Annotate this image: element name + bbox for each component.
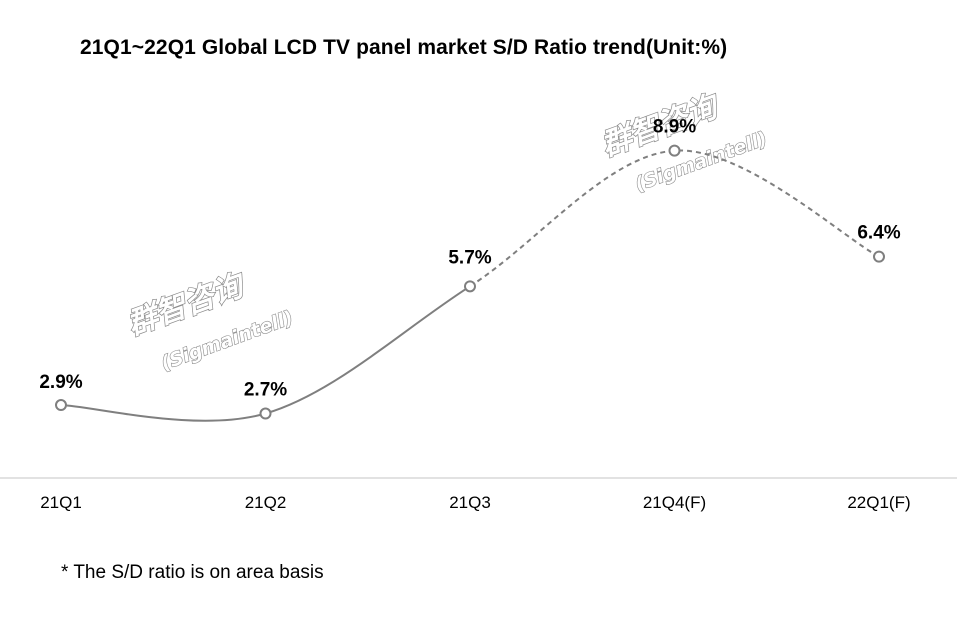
data-point-21q4f bbox=[668, 144, 681, 157]
watermark-logo: 群智咨询 (Sigmaintell) bbox=[596, 87, 771, 196]
x-tick-label: 21Q1 bbox=[40, 493, 82, 512]
data-point-22q1f bbox=[873, 250, 885, 263]
data-label: 8.9% bbox=[653, 117, 696, 138]
x-tick-label: 22Q1(F) bbox=[847, 493, 910, 512]
data-point-21q1 bbox=[55, 399, 67, 412]
data-point-21q2 bbox=[259, 407, 272, 420]
data-markers bbox=[55, 144, 885, 420]
data-labels: 2.9% 2.7% 5.7% 8.9% 6.4% bbox=[39, 117, 900, 401]
footnote: * The S/D ratio is on area basis bbox=[61, 562, 324, 583]
data-point-21q3 bbox=[464, 280, 476, 293]
x-tick-label: 21Q4(F) bbox=[643, 493, 706, 512]
watermark-logo: 群智咨询 (Sigmaintell) bbox=[122, 266, 297, 375]
x-tick-label: 21Q2 bbox=[245, 493, 287, 512]
data-label: 2.7% bbox=[244, 380, 287, 401]
data-label: 6.4% bbox=[857, 223, 900, 244]
series-line-actual bbox=[60, 285, 471, 422]
x-tick-labels: 21Q1 21Q2 21Q3 21Q4(F) 22Q1(F) bbox=[40, 493, 910, 512]
chart-title: 21Q1~22Q1 Global LCD TV panel market S/D… bbox=[80, 36, 728, 59]
data-label: 2.9% bbox=[39, 372, 82, 393]
x-tick-label: 21Q3 bbox=[449, 493, 491, 512]
data-label: 5.7% bbox=[448, 247, 491, 268]
